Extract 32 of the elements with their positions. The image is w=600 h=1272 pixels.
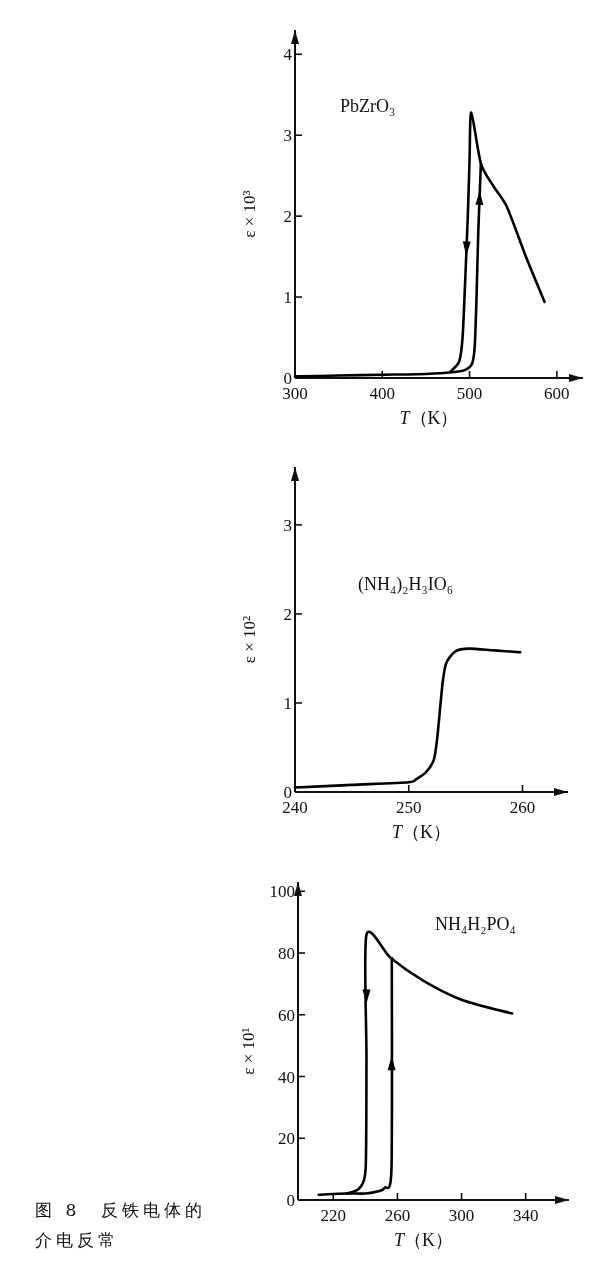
x-tick-label: 500 <box>456 384 483 403</box>
x-axis-title: T（K） <box>393 1230 454 1250</box>
y-tick-label: 4 <box>283 45 293 65</box>
text: NH₄H₂PO₄ <box>435 914 516 934</box>
y-tick-label: 0 <box>286 1191 295 1210</box>
x-tick-label: 400 <box>369 384 396 403</box>
x-tick-label: 220 <box>320 1206 347 1225</box>
y-axis-title: ε × 10² <box>240 615 259 664</box>
y-tick-label: 1 <box>283 288 292 308</box>
y-tick-label: 1 <box>283 693 292 713</box>
text: PbZrO₃ <box>340 96 396 116</box>
x-tick-label: 340 <box>512 1206 539 1225</box>
x-axis-title: T（K） <box>399 408 459 428</box>
y-tick-label: 100 <box>269 882 295 902</box>
x-tick-label: 600 <box>544 384 570 403</box>
y-tick-label: 2 <box>283 207 292 227</box>
y-axis-title: ε × 10¹ <box>239 1027 258 1075</box>
x-tick-label: 260 <box>384 1206 411 1225</box>
y-tick-label: 80 <box>278 944 295 964</box>
y-tick-label: 2 <box>283 604 292 624</box>
y-axis-title: ε × 10³ <box>240 190 259 238</box>
x-axis-title: T（K） <box>391 822 452 842</box>
y-tick-label: 3 <box>283 126 292 146</box>
x-tick-label: 250 <box>396 798 422 817</box>
x-tick-label: 260 <box>509 798 536 817</box>
text: (NH₄)₂H₃IO₆ <box>358 574 454 595</box>
y-tick-label: 3 <box>283 515 292 535</box>
y-tick-label: 40 <box>278 1067 295 1087</box>
y-tick-label: 60 <box>278 1005 295 1025</box>
caption: 图 8 反铁电体的介电反常 <box>35 1199 208 1252</box>
y-tick-label: 20 <box>278 1129 295 1149</box>
x-tick-label: 300 <box>448 1206 475 1225</box>
